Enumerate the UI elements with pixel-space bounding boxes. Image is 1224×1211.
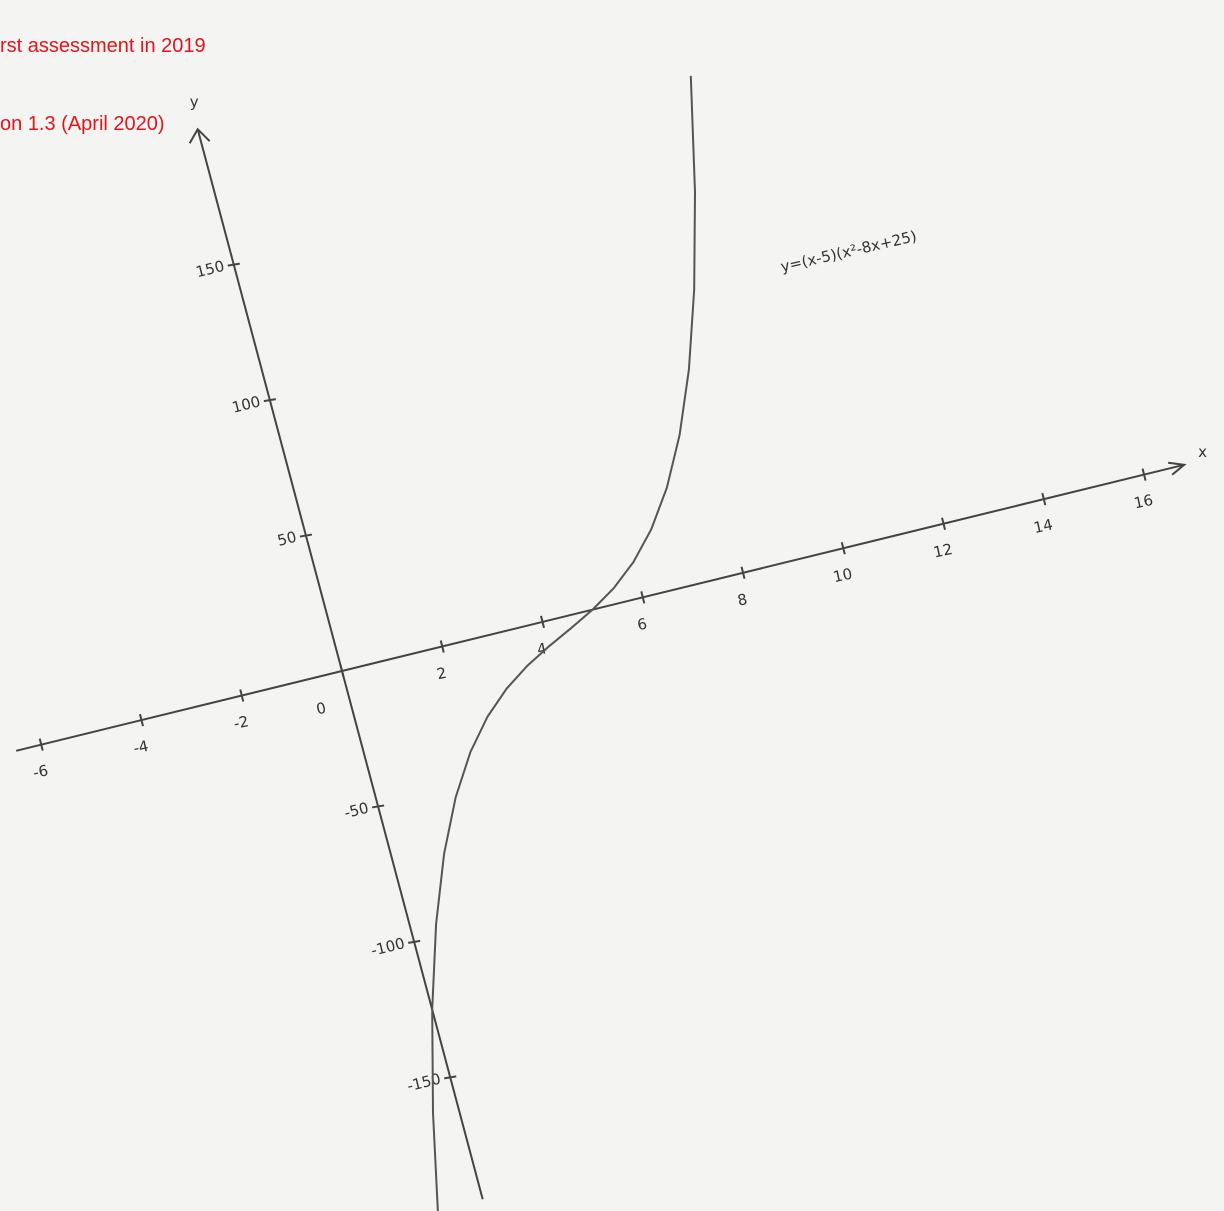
x-tick — [840, 542, 846, 555]
x-arrow — [1168, 461, 1187, 476]
x-tick — [1041, 492, 1047, 506]
x-tick — [239, 689, 245, 702]
x-tick — [38, 738, 44, 751]
x-tick-label: 12 — [932, 540, 954, 562]
x-tick-label: -4 — [132, 737, 150, 758]
y-tick — [407, 939, 421, 944]
x-tick — [740, 566, 746, 580]
y-arrow — [188, 127, 211, 144]
x-tick-label: 4 — [535, 639, 548, 659]
x-tick — [640, 591, 646, 604]
x-tick-label: -2 — [232, 712, 250, 733]
x-tick — [941, 517, 947, 530]
y-tick — [371, 804, 385, 809]
y-tick — [227, 262, 240, 267]
x-tick-label: 16 — [1132, 491, 1154, 513]
x-tick-label: 8 — [736, 590, 749, 610]
x-tick — [139, 713, 144, 727]
y-tick-label: -50 — [342, 799, 370, 822]
header-line: rst assessment in 2019 — [0, 35, 206, 57]
x-tick — [439, 640, 445, 653]
x-tick-label: 14 — [1032, 515, 1054, 537]
x-tick-label: 0 — [315, 699, 328, 719]
y-axis-label: y — [190, 93, 199, 111]
y-tick — [263, 398, 277, 403]
x-tick-label: 6 — [636, 615, 649, 635]
x-tick-label: 2 — [435, 664, 448, 684]
header-line: on 1.3 (April 2020) — [0, 113, 165, 135]
x-axis — [15, 463, 1185, 752]
y-tick-label: 50 — [275, 528, 298, 550]
x-axis-label: x — [1198, 443, 1207, 461]
curve — [431, 75, 697, 1211]
y-axis — [196, 128, 484, 1200]
y-tick — [444, 1075, 457, 1080]
x-tick — [1141, 468, 1147, 481]
x-tick — [540, 615, 545, 629]
x-tick-label: 10 — [831, 565, 853, 587]
x-tick-label: -6 — [31, 761, 49, 782]
y-tick — [299, 533, 313, 538]
x-tick — [339, 664, 345, 678]
